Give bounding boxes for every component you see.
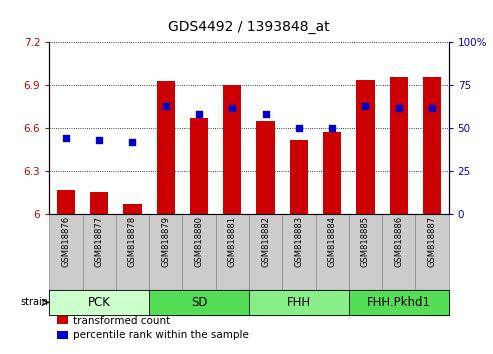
Text: GSM818882: GSM818882	[261, 216, 270, 267]
Text: strain: strain	[21, 297, 49, 307]
Bar	[49, 214, 82, 290]
Point	[62, 136, 70, 141]
Bar	[123, 204, 141, 214]
Bar	[349, 214, 382, 290]
Text: GSM818877: GSM818877	[95, 216, 104, 267]
Text: transformed count: transformed count	[73, 315, 171, 326]
Bar	[149, 214, 182, 290]
Bar	[57, 190, 75, 214]
Text: GDS4492 / 1393848_at: GDS4492 / 1393848_at	[168, 19, 330, 34]
Bar	[389, 77, 408, 214]
Point	[295, 125, 303, 131]
Bar	[57, 316, 69, 324]
Bar	[83, 214, 116, 290]
Point	[428, 105, 436, 110]
Bar	[149, 290, 249, 315]
Bar	[256, 121, 275, 214]
Bar	[249, 214, 282, 290]
Text: GSM818881: GSM818881	[228, 216, 237, 267]
Text: percentile rank within the sample: percentile rank within the sample	[73, 330, 249, 340]
Text: PCK: PCK	[88, 296, 110, 309]
Point	[129, 139, 137, 145]
Bar	[90, 193, 108, 214]
Text: GSM818879: GSM818879	[161, 216, 170, 267]
Text: GSM818883: GSM818883	[294, 216, 303, 267]
Bar	[316, 214, 349, 290]
Point	[328, 125, 336, 131]
Text: SD: SD	[191, 296, 207, 309]
Bar	[215, 214, 249, 290]
Bar	[190, 118, 208, 214]
Point	[95, 137, 103, 143]
Bar	[223, 85, 242, 214]
Bar	[415, 214, 449, 290]
Bar	[182, 214, 215, 290]
Bar	[116, 214, 149, 290]
Point	[395, 105, 403, 110]
Point	[262, 112, 270, 117]
Text: GSM818885: GSM818885	[361, 216, 370, 267]
Text: GSM818876: GSM818876	[62, 216, 70, 267]
Point	[228, 105, 236, 110]
Bar	[49, 290, 149, 315]
Bar	[356, 80, 375, 214]
Bar	[282, 214, 316, 290]
Text: GSM818880: GSM818880	[195, 216, 204, 267]
Bar	[157, 81, 175, 214]
Bar	[290, 139, 308, 214]
Text: GSM818884: GSM818884	[328, 216, 337, 267]
Text: FHH: FHH	[287, 296, 311, 309]
Bar	[57, 331, 69, 338]
Bar	[323, 132, 341, 214]
Point	[162, 103, 170, 109]
Text: GSM818878: GSM818878	[128, 216, 137, 267]
Bar	[382, 214, 415, 290]
Point	[195, 112, 203, 117]
Bar	[249, 290, 349, 315]
Text: FHH.Pkhd1: FHH.Pkhd1	[367, 296, 431, 309]
Point	[361, 103, 369, 109]
Bar	[349, 290, 449, 315]
Bar	[423, 77, 441, 214]
Text: GSM818887: GSM818887	[427, 216, 436, 267]
Text: GSM818886: GSM818886	[394, 216, 403, 267]
